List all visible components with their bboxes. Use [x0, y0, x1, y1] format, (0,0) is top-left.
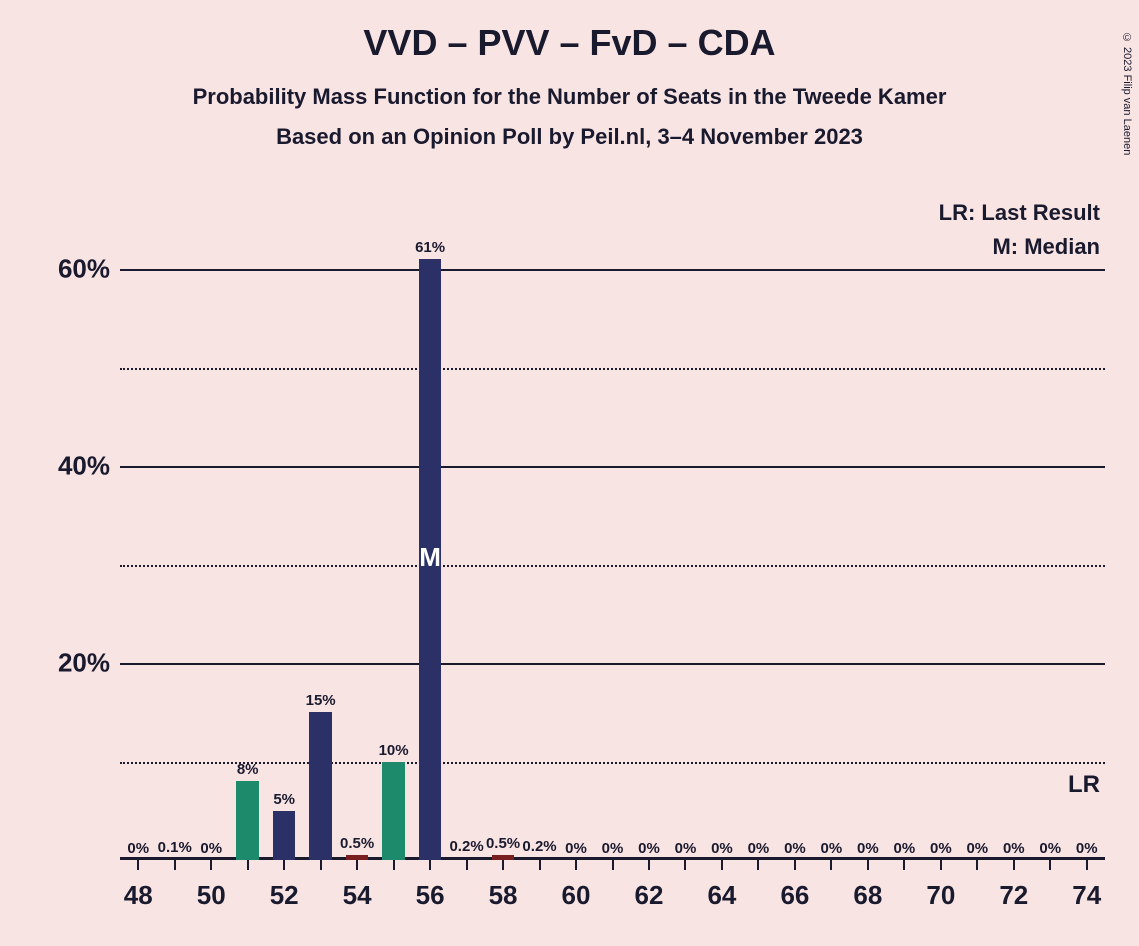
x-tick [174, 860, 176, 870]
x-tick [721, 860, 723, 870]
bar-label: 0.2% [522, 838, 556, 855]
bar-label: 0% [200, 840, 222, 857]
bar-label: 0% [784, 840, 806, 857]
gridline [120, 269, 1105, 271]
x-tick [539, 860, 541, 870]
x-tick [976, 860, 978, 870]
x-tick [502, 860, 504, 870]
x-tick [356, 860, 358, 870]
legend-lr: LR: Last Result [939, 200, 1100, 226]
x-axis-label: 60 [562, 880, 591, 911]
median-marker: M [419, 542, 441, 573]
x-tick [320, 860, 322, 870]
bar-label: 0.5% [340, 835, 374, 852]
bar-label: 0% [602, 840, 624, 857]
x-axis-label: 52 [270, 880, 299, 911]
x-tick [867, 860, 869, 870]
x-tick [903, 860, 905, 870]
bar-label: 0% [1076, 840, 1098, 857]
legend-median: M: Median [992, 234, 1100, 260]
x-tick [757, 860, 759, 870]
bar-label: 5% [273, 791, 295, 808]
bar-label: 0% [894, 840, 916, 857]
x-tick [1049, 860, 1051, 870]
bar-label: 0% [638, 840, 660, 857]
x-tick [940, 860, 942, 870]
bar-label: 0% [1039, 840, 1061, 857]
bar-label: 0.2% [449, 838, 483, 855]
x-tick [210, 860, 212, 870]
x-tick [283, 860, 285, 870]
x-tick [429, 860, 431, 870]
x-tick [1086, 860, 1088, 870]
chart-subtitle-1: Probability Mass Function for the Number… [0, 84, 1139, 110]
bar [236, 781, 259, 860]
x-axis-label: 56 [416, 880, 445, 911]
bar-label: 61% [415, 239, 445, 256]
bar-label: 0.5% [486, 835, 520, 852]
x-tick [612, 860, 614, 870]
x-axis-label: 54 [343, 880, 372, 911]
x-axis-label: 70 [926, 880, 955, 911]
x-axis-label: 74 [1072, 880, 1101, 911]
bar-label: 0% [565, 840, 587, 857]
x-tick [794, 860, 796, 870]
x-tick [1013, 860, 1015, 870]
gridline [120, 565, 1105, 567]
bar-label: 0% [748, 840, 770, 857]
bar [309, 712, 332, 860]
y-axis-label: 20% [58, 648, 110, 679]
bar [492, 855, 515, 860]
bar-label: 8% [237, 761, 259, 778]
chart-title: VVD – PVV – FvD – CDA [0, 22, 1139, 64]
x-tick [466, 860, 468, 870]
y-axis-label: 60% [58, 254, 110, 285]
bar-label: 15% [306, 692, 336, 709]
bar-label: 0% [711, 840, 733, 857]
bar-label: 0% [857, 840, 879, 857]
x-axis-label: 62 [635, 880, 664, 911]
x-axis-label: 58 [489, 880, 518, 911]
copyright-text: © 2023 Filip van Laenen [1121, 32, 1133, 155]
lr-label: LR [1068, 771, 1100, 799]
x-tick [830, 860, 832, 870]
x-axis-label: 68 [853, 880, 882, 911]
bar [273, 811, 296, 860]
gridline [120, 663, 1105, 665]
bar-label: 10% [379, 742, 409, 759]
bar-label: 0% [821, 840, 843, 857]
bar-label: 0% [127, 840, 149, 857]
y-axis-label: 40% [58, 451, 110, 482]
chart-subtitle-2: Based on an Opinion Poll by Peil.nl, 3–4… [0, 124, 1139, 150]
x-axis-label: 66 [780, 880, 809, 911]
gridline [120, 466, 1105, 468]
gridline [120, 762, 1105, 764]
bar-label: 0.1% [158, 839, 192, 856]
bar-label: 0% [675, 840, 697, 857]
bar [346, 855, 369, 860]
bar-label: 0% [1003, 840, 1025, 857]
bar [382, 762, 405, 860]
chart-plot-area: 20%40%60%48505254565860626466687072740%0… [120, 220, 1105, 860]
bar-label: 0% [966, 840, 988, 857]
x-axis-label: 64 [707, 880, 736, 911]
x-tick [684, 860, 686, 870]
x-axis-label: 50 [197, 880, 226, 911]
gridline [120, 368, 1105, 370]
x-tick [137, 860, 139, 870]
x-tick [575, 860, 577, 870]
bar-label: 0% [930, 840, 952, 857]
x-axis-label: 48 [124, 880, 153, 911]
x-axis-label: 72 [999, 880, 1028, 911]
x-tick [393, 860, 395, 870]
x-tick [247, 860, 249, 870]
x-tick [648, 860, 650, 870]
